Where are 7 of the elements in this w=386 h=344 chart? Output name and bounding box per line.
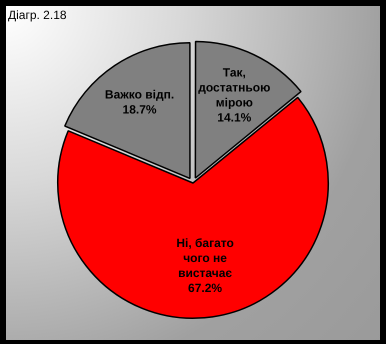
slice-label: Так, достатньою мірою <box>198 66 270 110</box>
slice-label: Важко відп. <box>104 88 174 102</box>
data-label: 14.1% <box>217 110 252 125</box>
data-label: 67.2% <box>188 280 222 295</box>
chart-title: Діагр. 2.18 <box>8 8 67 22</box>
data-label: 18.7% <box>122 102 157 117</box>
slice-label: Ні, багато чого не вистачає <box>176 236 234 280</box>
